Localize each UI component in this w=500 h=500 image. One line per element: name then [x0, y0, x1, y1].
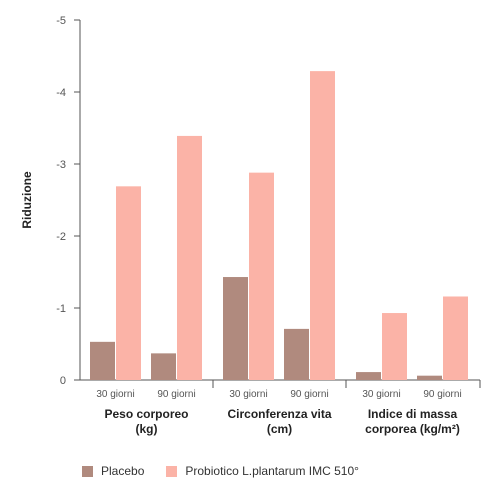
bar-probiotic — [177, 135, 202, 380]
y-tick-label: -4 — [56, 87, 66, 99]
bar-probiotic — [116, 186, 141, 380]
legend-item-probiotic: Probiotico L.plantarum IMC 510° — [166, 464, 359, 478]
bar-placebo — [284, 328, 309, 380]
group-label: corporea (kg/m²) — [365, 422, 460, 436]
category-label: 90 giorni — [157, 389, 195, 400]
y-tick-label: 0 — [60, 375, 66, 387]
y-tick-label: -2 — [56, 231, 66, 243]
legend-item-placebo: Placebo — [82, 464, 144, 478]
bar-probiotic — [310, 71, 335, 381]
bar-placebo — [417, 375, 442, 380]
group-label: (kg) — [136, 422, 158, 436]
group-label: (cm) — [267, 422, 292, 436]
category-label: 30 giorni — [229, 389, 267, 400]
group-label: Peso corporeo — [104, 407, 188, 421]
category-label: 90 giorni — [290, 389, 328, 400]
category-label: 30 giorni — [96, 389, 134, 400]
group-label: Indice di massa — [368, 407, 458, 421]
legend-swatch-probiotic — [166, 465, 178, 477]
legend: Placebo Probiotico L.plantarum IMC 510° — [82, 464, 381, 478]
legend-label-placebo: Placebo — [101, 464, 145, 478]
legend-label-probiotic: Probiotico L.plantarum IMC 510° — [185, 464, 359, 478]
bar-placebo — [151, 353, 176, 380]
group-label: Circonferenza vita — [227, 407, 331, 421]
category-label: 30 giorni — [362, 389, 400, 400]
legend-swatch-placebo — [82, 465, 93, 477]
bar-probiotic — [382, 313, 407, 380]
bar-placebo — [356, 372, 381, 380]
bar-probiotic — [443, 296, 468, 380]
y-axis-label: Riduzione — [20, 171, 34, 229]
y-tick-label: -5 — [56, 15, 66, 27]
y-tick-label: -3 — [56, 159, 66, 171]
bar-placebo — [223, 277, 248, 380]
bar-placebo — [90, 341, 115, 380]
bar-probiotic — [249, 172, 274, 380]
category-label: 90 giorni — [423, 389, 461, 400]
y-tick-label: -1 — [56, 303, 66, 315]
